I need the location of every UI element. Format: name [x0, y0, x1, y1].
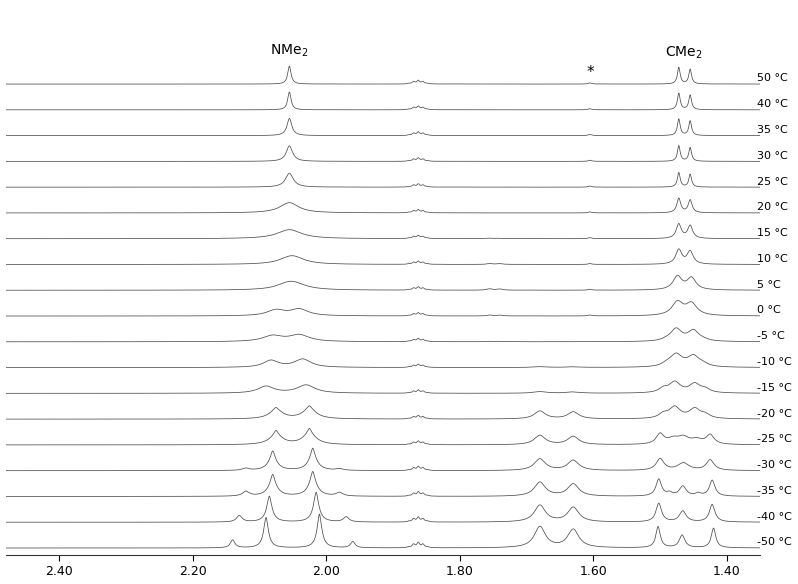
Text: 50 °C: 50 °C [757, 74, 788, 84]
Text: 5 °C: 5 °C [757, 280, 780, 290]
Text: -20 °C: -20 °C [757, 409, 792, 419]
Text: NMe$_2$: NMe$_2$ [271, 43, 309, 59]
Text: -40 °C: -40 °C [757, 512, 792, 522]
Text: CMe$_2$: CMe$_2$ [665, 44, 702, 61]
Text: -25 °C: -25 °C [757, 434, 792, 444]
Text: -10 °C: -10 °C [757, 357, 792, 367]
Text: 15 °C: 15 °C [757, 228, 788, 238]
Text: 30 °C: 30 °C [757, 151, 788, 161]
Text: *: * [587, 65, 594, 80]
Text: -50 °C: -50 °C [757, 537, 792, 547]
Text: 0 °C: 0 °C [757, 305, 780, 315]
Text: 40 °C: 40 °C [757, 99, 788, 109]
Text: 10 °C: 10 °C [757, 254, 788, 264]
Text: 35 °C: 35 °C [757, 125, 788, 135]
Text: 20 °C: 20 °C [757, 202, 788, 213]
Text: 25 °C: 25 °C [757, 176, 788, 186]
Text: -30 °C: -30 °C [757, 460, 792, 470]
Text: -35 °C: -35 °C [757, 486, 792, 496]
Text: -15 °C: -15 °C [757, 383, 792, 393]
Text: -5 °C: -5 °C [757, 331, 784, 341]
